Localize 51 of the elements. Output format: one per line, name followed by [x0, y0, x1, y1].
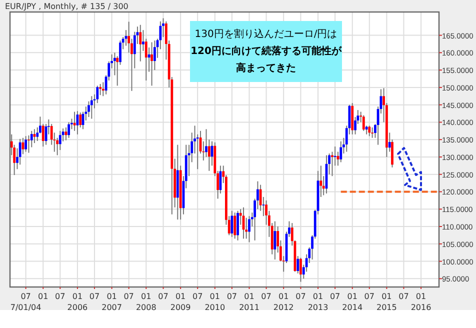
x-tick-label: 07 — [89, 292, 100, 301]
x-tick-label: 01 2007 — [102, 292, 122, 312]
x-tick-label: 01 — [38, 292, 48, 301]
candlestick — [58, 130, 62, 151]
candlestick — [320, 165, 322, 198]
candlestick — [205, 128, 208, 158]
candlestick — [262, 196, 265, 217]
x-tick-label: 01 2011 — [239, 292, 260, 312]
candlestick — [28, 134, 30, 154]
x-tick-label: 01 2010 — [204, 292, 226, 312]
x-tick-label: 01 2009 — [170, 292, 191, 312]
candlestick — [371, 126, 374, 138]
annotation: 130円を割り込んだユーロ/円は — [194, 28, 338, 40]
candlestick — [300, 257, 302, 282]
x-tick-label: 01 2015 — [376, 292, 397, 312]
x-tick-label: 01 2008 — [136, 292, 156, 312]
candlestick — [274, 220, 276, 260]
candlestick — [90, 96, 93, 120]
candlestick — [368, 125, 371, 137]
candlestick — [24, 136, 28, 152]
x-tick-label: 01 2012 — [273, 292, 294, 312]
x-tick-label: 07 — [55, 292, 66, 301]
x-tick-label: 07 — [261, 292, 272, 301]
x-tick-label: 07 — [398, 292, 409, 301]
candlestick — [236, 210, 239, 241]
candlestick — [99, 83, 102, 96]
x-tick-label: 07 — [364, 292, 374, 301]
x-tick-label: 07 — [330, 292, 340, 301]
x-tick-label: 07 — [192, 292, 203, 301]
x-tick-label: 07 — [226, 292, 238, 301]
x-tick-label: 07 — [124, 292, 134, 301]
candlestick — [230, 210, 234, 238]
x-tick-label: 01 2006 — [67, 292, 88, 312]
candlestick — [362, 114, 365, 132]
x-tick-label: 07 — [296, 292, 306, 301]
candlestick — [139, 24, 142, 62]
x-tick-label: 01 2014 — [342, 292, 363, 312]
candlestick — [340, 140, 342, 163]
candlestick — [79, 112, 82, 128]
candlestick — [68, 122, 70, 138]
candlestick — [114, 52, 116, 76]
candlestick — [116, 56, 119, 86]
chart-title: EUR/JPY , Monthly, # 135 / 300 — [5, 2, 128, 11]
x-tick-label: 01 2016 — [410, 292, 432, 312]
candlestick — [150, 42, 153, 86]
x-tick-label: 01 2013 — [308, 292, 328, 312]
candlestick — [234, 212, 236, 240]
candlestick — [248, 216, 250, 243]
candlestick — [18, 138, 22, 166]
annotation: 120円に向けて続落する可能性が高まってきた — [190, 45, 342, 74]
x-tick-label: 07 — [158, 292, 168, 301]
